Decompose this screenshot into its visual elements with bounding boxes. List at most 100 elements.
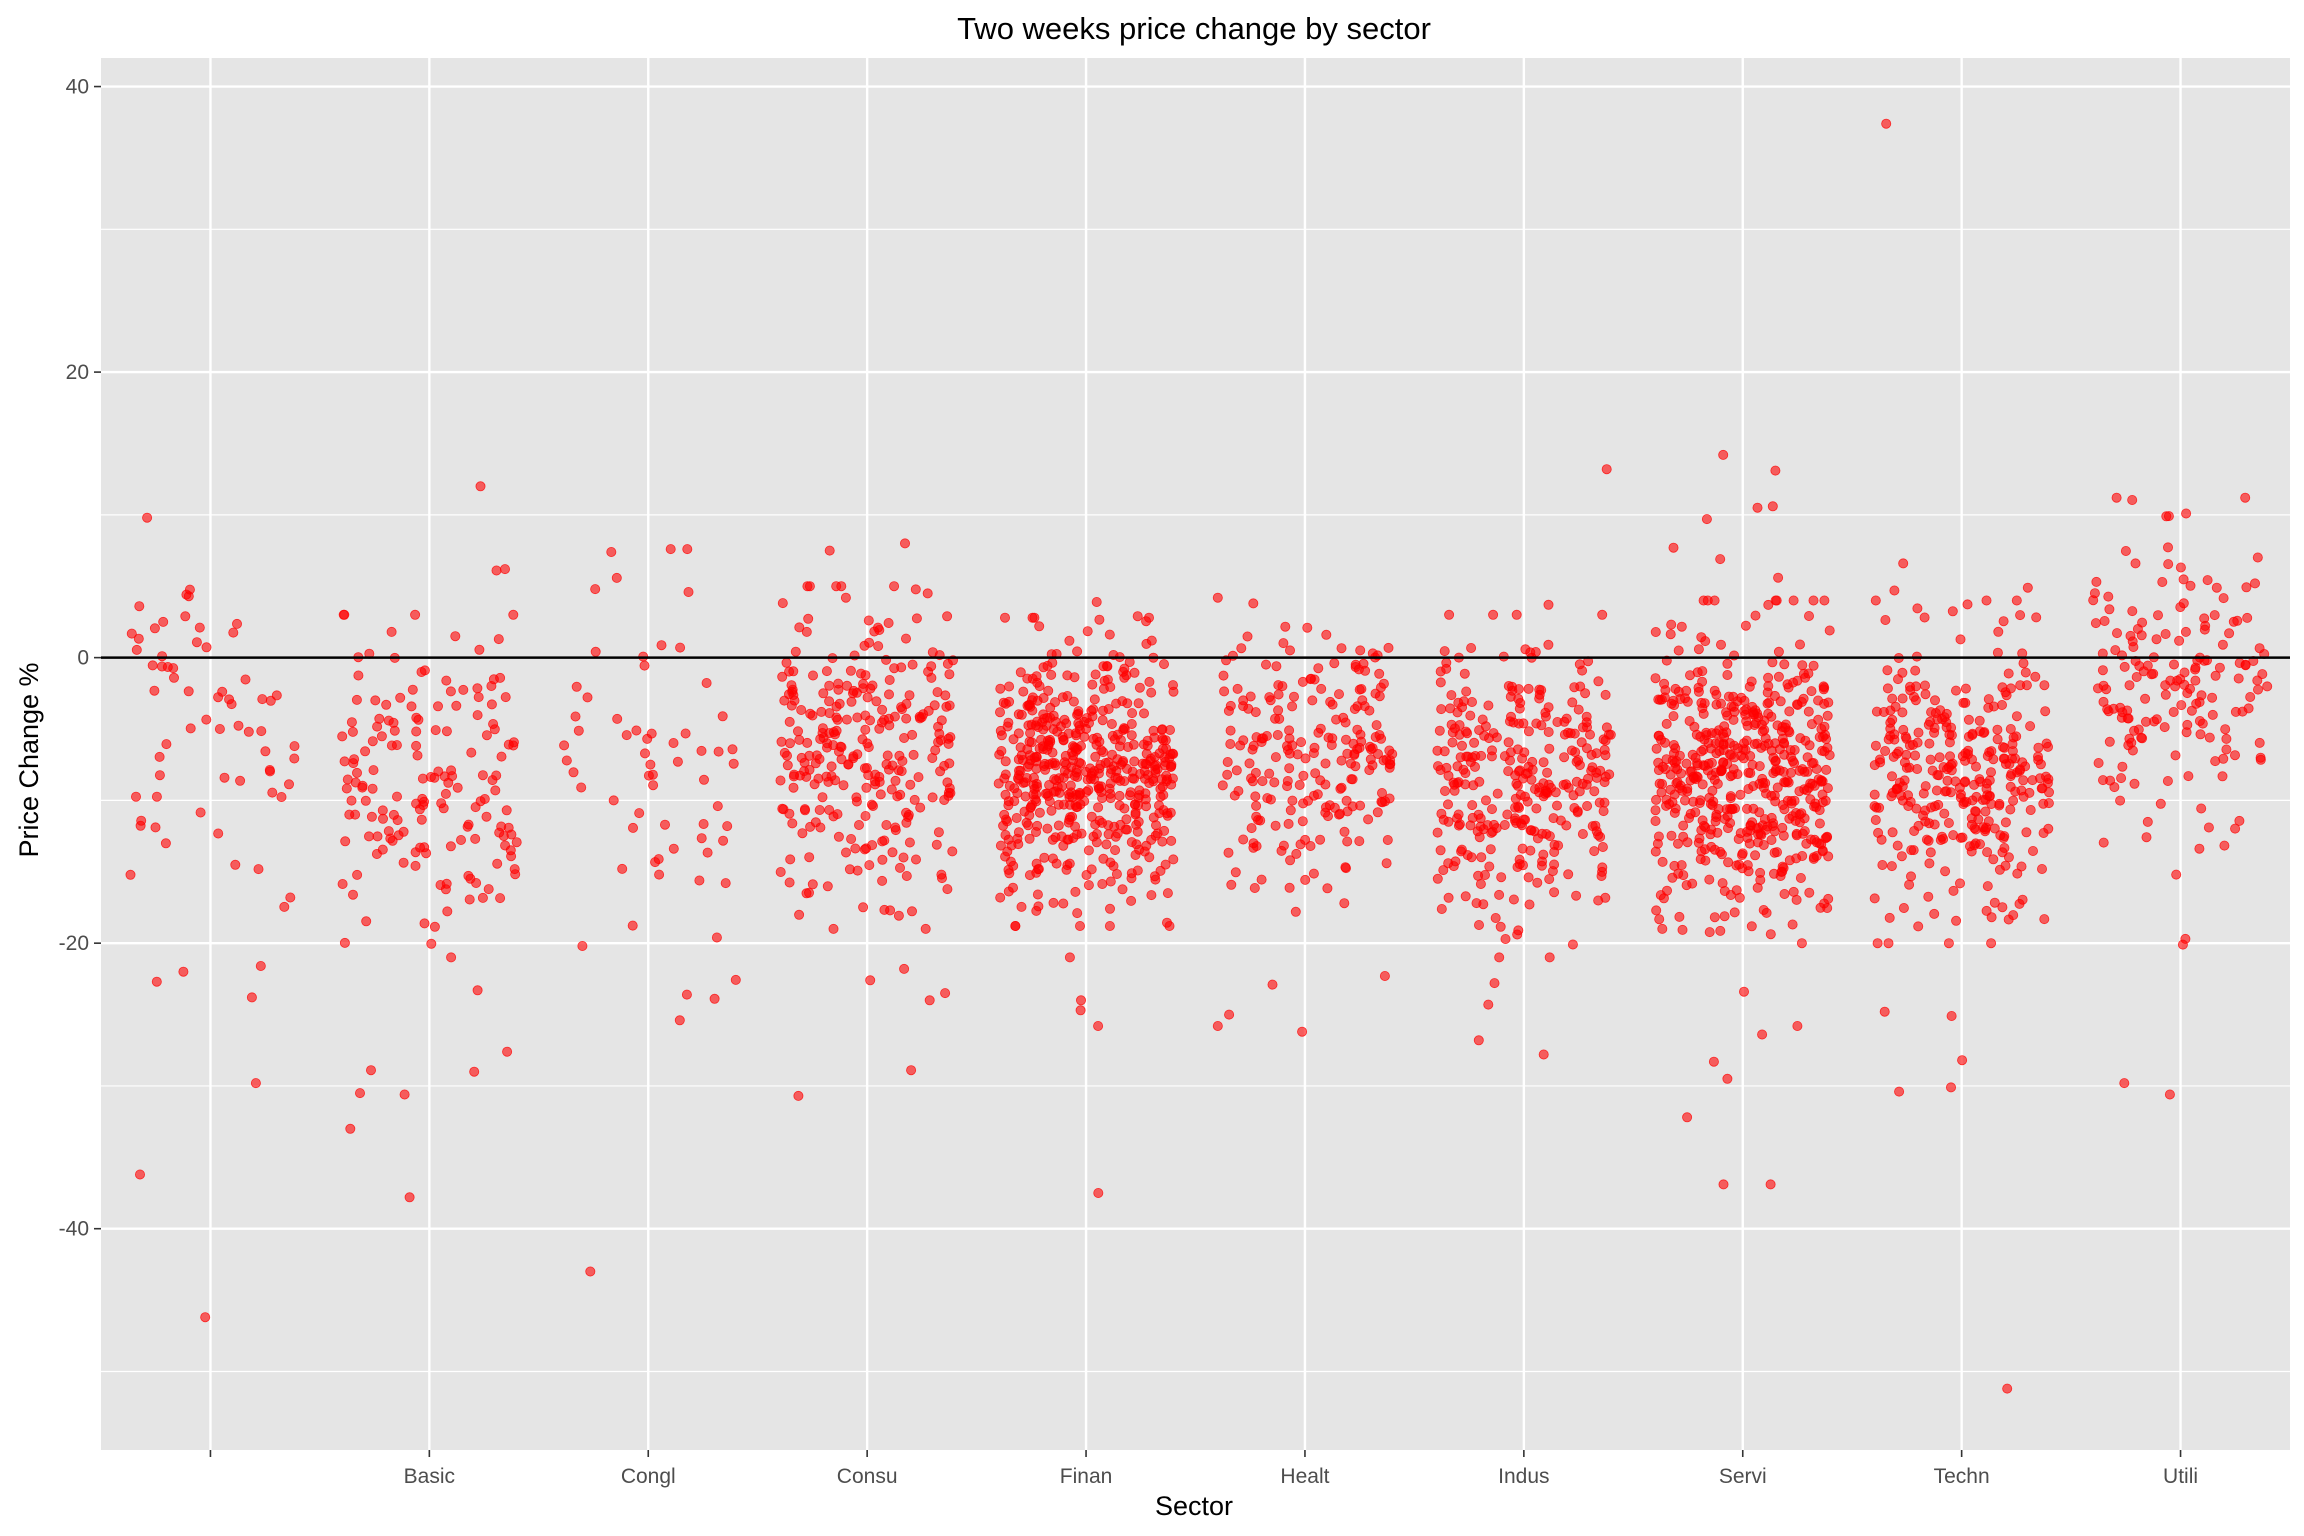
data-point bbox=[2178, 574, 2189, 585]
data-point bbox=[2184, 683, 2195, 694]
data-point bbox=[511, 837, 522, 848]
data-point bbox=[1752, 738, 1763, 749]
data-point bbox=[1225, 739, 1236, 750]
data-point bbox=[1226, 879, 1237, 890]
data-point bbox=[2210, 756, 2221, 767]
data-point bbox=[1082, 626, 1093, 637]
data-point bbox=[1797, 660, 1808, 671]
data-point bbox=[1376, 796, 1387, 807]
data-point bbox=[1122, 824, 1133, 835]
data-point bbox=[1315, 834, 1326, 845]
data-point bbox=[1768, 752, 1779, 763]
data-point bbox=[1341, 863, 1352, 874]
data-point bbox=[1444, 609, 1455, 620]
data-point bbox=[1130, 809, 1141, 820]
data-point bbox=[469, 1066, 480, 1077]
data-point bbox=[151, 791, 162, 802]
data-point bbox=[1474, 725, 1485, 736]
data-point bbox=[2136, 732, 2147, 743]
data-point bbox=[1125, 790, 1136, 801]
data-point bbox=[1160, 859, 1171, 870]
data-point bbox=[1146, 890, 1157, 901]
data-point bbox=[1440, 786, 1451, 797]
data-point bbox=[576, 782, 587, 793]
data-point bbox=[1926, 707, 1937, 718]
data-point bbox=[195, 807, 206, 818]
data-point bbox=[884, 675, 895, 686]
data-point bbox=[841, 714, 852, 725]
data-point bbox=[432, 701, 443, 712]
data-point bbox=[1806, 834, 1817, 845]
data-point bbox=[2220, 724, 2231, 735]
data-point bbox=[1091, 837, 1102, 848]
data-point bbox=[2170, 750, 2181, 761]
data-point bbox=[1552, 717, 1563, 728]
data-point bbox=[720, 878, 731, 889]
data-point bbox=[377, 805, 388, 816]
data-point bbox=[1104, 629, 1115, 640]
data-point bbox=[1518, 718, 1529, 729]
data-point bbox=[1912, 603, 1923, 614]
data-point bbox=[1473, 1035, 1484, 1046]
data-point bbox=[1772, 782, 1783, 793]
data-point bbox=[1871, 802, 1882, 813]
data-point bbox=[1668, 711, 1679, 722]
data-point bbox=[417, 773, 428, 784]
data-point bbox=[214, 724, 225, 735]
data-point bbox=[1599, 797, 1610, 808]
data-point bbox=[1912, 764, 1923, 775]
data-point bbox=[1571, 890, 1582, 901]
data-point bbox=[680, 728, 691, 739]
data-point bbox=[895, 789, 906, 800]
data-point bbox=[1983, 694, 1994, 705]
data-point bbox=[1542, 767, 1553, 778]
data-point bbox=[2190, 675, 2201, 686]
data-point bbox=[1508, 717, 1519, 728]
data-point bbox=[1523, 726, 1534, 737]
data-point bbox=[1740, 620, 1751, 631]
data-point bbox=[1711, 699, 1722, 710]
data-point bbox=[842, 680, 853, 691]
data-point bbox=[2040, 706, 2051, 717]
data-point bbox=[781, 657, 792, 668]
data-point bbox=[2181, 727, 2192, 738]
data-point bbox=[890, 775, 901, 786]
data-point bbox=[1570, 747, 1581, 758]
data-point bbox=[1524, 899, 1535, 910]
data-point bbox=[785, 854, 796, 865]
data-point bbox=[1911, 803, 1922, 814]
data-point bbox=[1924, 858, 1935, 869]
data-point bbox=[1532, 877, 1543, 888]
data-point bbox=[1691, 729, 1702, 740]
data-point bbox=[157, 651, 168, 662]
data-point bbox=[2025, 805, 2036, 816]
data-point bbox=[339, 937, 350, 948]
data-point bbox=[1923, 891, 1934, 902]
data-point bbox=[1960, 683, 1971, 694]
data-point bbox=[1693, 837, 1704, 848]
data-point bbox=[1513, 925, 1524, 936]
data-point bbox=[861, 782, 872, 793]
data-point bbox=[1342, 806, 1353, 817]
data-point bbox=[2230, 823, 2241, 834]
data-point bbox=[2183, 771, 2194, 782]
data-point bbox=[802, 737, 813, 748]
data-point bbox=[1946, 1011, 1957, 1022]
data-point bbox=[483, 884, 494, 895]
data-point bbox=[2011, 711, 2022, 722]
data-point bbox=[1013, 839, 1024, 850]
data-point bbox=[399, 1089, 410, 1100]
data-point bbox=[1709, 595, 1720, 606]
data-point bbox=[1750, 850, 1761, 861]
data-point bbox=[472, 683, 483, 694]
data-point bbox=[1757, 1029, 1768, 1040]
data-point bbox=[665, 544, 676, 555]
data-point bbox=[1768, 818, 1779, 829]
data-point bbox=[383, 826, 394, 837]
data-point bbox=[2025, 721, 2036, 732]
data-point bbox=[1492, 788, 1503, 799]
data-point bbox=[2111, 492, 2122, 503]
data-point bbox=[1913, 727, 1924, 738]
data-point bbox=[1064, 952, 1075, 963]
data-point bbox=[672, 756, 683, 767]
